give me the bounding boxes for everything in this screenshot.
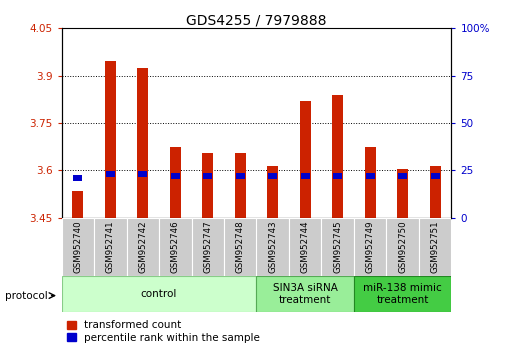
Bar (62, 218, 94, 276)
Bar (170, 147, 181, 218)
Bar (268, 173, 278, 179)
Bar (159, 218, 191, 276)
Text: GSM952744: GSM952744 (301, 221, 310, 273)
Bar (137, 68, 148, 218)
Bar (430, 173, 440, 179)
Bar (72, 191, 84, 218)
Text: SIN3A siRNA
treatment: SIN3A siRNA treatment (273, 283, 338, 305)
Bar (94, 218, 127, 276)
Bar (235, 173, 245, 179)
Text: GSM952740: GSM952740 (73, 221, 82, 273)
Text: GSM952746: GSM952746 (171, 221, 180, 273)
Bar (106, 171, 115, 177)
Bar (354, 218, 386, 276)
Bar (138, 171, 147, 177)
Bar (234, 153, 246, 218)
Bar (301, 173, 310, 179)
Text: GSM952749: GSM952749 (366, 221, 374, 273)
Bar (73, 175, 83, 181)
Bar (202, 153, 213, 218)
Bar (300, 101, 311, 218)
Text: GSM952747: GSM952747 (203, 221, 212, 273)
Text: GSM952748: GSM952748 (236, 221, 245, 273)
Bar (366, 173, 375, 179)
Bar (203, 173, 212, 179)
Text: control: control (141, 289, 177, 299)
Text: miR-138 mimic
treatment: miR-138 mimic treatment (363, 283, 442, 305)
Text: GSM952745: GSM952745 (333, 221, 342, 273)
Bar (322, 218, 354, 276)
Bar (332, 95, 343, 218)
Text: GSM952741: GSM952741 (106, 221, 115, 273)
Bar (127, 218, 159, 276)
Bar (105, 62, 116, 218)
Text: GSM952751: GSM952751 (431, 221, 440, 273)
Title: GDS4255 / 7979888: GDS4255 / 7979888 (186, 13, 327, 27)
Legend: transformed count, percentile rank within the sample: transformed count, percentile rank withi… (67, 320, 261, 343)
Bar (333, 173, 342, 179)
Bar (171, 173, 180, 179)
Bar (386, 218, 419, 276)
Text: GSM952742: GSM952742 (139, 221, 147, 273)
Bar (256, 276, 354, 312)
Bar (398, 173, 407, 179)
Bar (354, 276, 451, 312)
Text: GSM952750: GSM952750 (398, 221, 407, 273)
Bar (429, 166, 441, 218)
Bar (289, 218, 322, 276)
Bar (365, 147, 376, 218)
Bar (191, 218, 224, 276)
Bar (62, 276, 256, 312)
Bar (224, 218, 256, 276)
Bar (256, 218, 289, 276)
Text: GSM952743: GSM952743 (268, 221, 277, 273)
Bar (267, 166, 279, 218)
Bar (419, 218, 451, 276)
Bar (397, 169, 408, 218)
Text: protocol: protocol (5, 291, 48, 301)
